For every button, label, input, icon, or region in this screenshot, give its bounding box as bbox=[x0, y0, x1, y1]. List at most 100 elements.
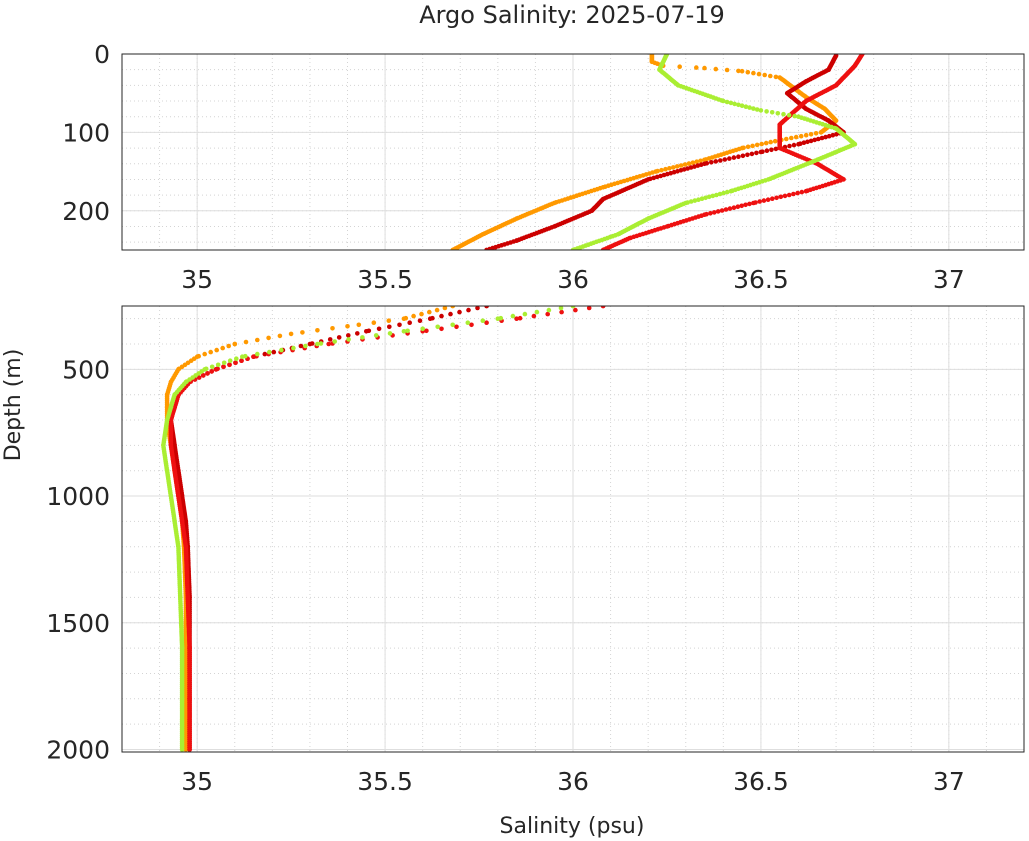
profile-orange-point bbox=[686, 161, 692, 166]
profile-lime-point bbox=[728, 188, 734, 194]
profile-red-point bbox=[803, 188, 809, 194]
profile-darkred-point bbox=[823, 134, 828, 140]
profile-red-point bbox=[723, 207, 729, 212]
profile-lime-point bbox=[692, 198, 698, 203]
profile-darkred-point bbox=[773, 146, 779, 152]
profile-orange-point bbox=[750, 143, 755, 149]
profile-orange-point bbox=[663, 166, 668, 172]
profile-orange-point bbox=[682, 162, 688, 167]
profile-darkred-point bbox=[754, 150, 759, 156]
profile-red-point bbox=[227, 362, 232, 368]
profile-orange-point bbox=[784, 136, 789, 142]
data-layer bbox=[450, 54, 865, 250]
profile-red-point bbox=[484, 320, 489, 326]
profile-darkred-point bbox=[830, 132, 836, 138]
profile-orange-point bbox=[713, 66, 719, 72]
profile-lime-point bbox=[405, 328, 410, 334]
profile-orange-point bbox=[220, 345, 225, 351]
profile-darkred-point bbox=[816, 136, 821, 142]
profile-lime-point bbox=[786, 112, 792, 118]
profile-red-point bbox=[731, 205, 737, 210]
profile-orange-point bbox=[386, 318, 392, 324]
profile-orange-point bbox=[724, 67, 730, 73]
profile-orange-point bbox=[677, 64, 682, 69]
profile-orange-point bbox=[671, 165, 676, 170]
profile-darkred-point bbox=[718, 158, 723, 163]
profile-darkred-point bbox=[397, 322, 402, 328]
profile-red-point bbox=[715, 209, 721, 214]
profile-red-point bbox=[454, 324, 459, 330]
profile-darkred-point bbox=[448, 311, 453, 317]
profile-lime-point bbox=[240, 354, 245, 360]
profile-red-point bbox=[765, 197, 771, 202]
profile-orange-point bbox=[371, 320, 377, 326]
profile-red-point bbox=[239, 358, 244, 364]
profile-lime-point bbox=[534, 309, 540, 315]
profile-red-point bbox=[719, 208, 725, 213]
profile-darkred-point bbox=[791, 142, 797, 148]
profile-lime-point bbox=[724, 99, 730, 105]
x-tick-label: 36.5 bbox=[733, 767, 789, 796]
profile-darkred-point bbox=[387, 324, 392, 330]
profile-darkred-point bbox=[457, 309, 462, 315]
x-tick-label: 36 bbox=[557, 767, 589, 796]
axes-frame bbox=[121, 53, 1025, 251]
profile-lime-point bbox=[315, 341, 320, 347]
profile-orange-point bbox=[768, 73, 773, 79]
profile-orange-point bbox=[818, 130, 824, 135]
profile-orange-point bbox=[356, 322, 362, 328]
profile-darkred-point bbox=[722, 157, 728, 162]
profile-orange-point bbox=[745, 69, 751, 75]
profile-orange-point bbox=[427, 309, 432, 315]
profile-red-point bbox=[221, 364, 226, 370]
profile-darkred-point bbox=[307, 341, 313, 347]
profile-orange-point bbox=[208, 349, 213, 355]
profile-orange-point bbox=[277, 333, 283, 339]
profile-lime-point bbox=[751, 106, 756, 111]
profile-orange-point bbox=[739, 68, 745, 74]
profile-lime-point bbox=[480, 318, 486, 324]
profile-orange-point bbox=[401, 316, 407, 322]
profile-darkred-point bbox=[466, 307, 471, 313]
profile-orange-point bbox=[813, 131, 819, 136]
profile-red-point bbox=[791, 191, 796, 197]
profile-red-point bbox=[708, 211, 713, 216]
profile-darkred-point bbox=[787, 143, 792, 149]
axes-frame bbox=[121, 305, 1025, 753]
profile-red-point bbox=[187, 747, 192, 752]
profile-orange-point bbox=[690, 160, 696, 165]
profile-darkred-point bbox=[796, 141, 801, 147]
profile-orange-point bbox=[450, 306, 455, 309]
profile-lime-point bbox=[703, 195, 708, 201]
profile-lime-point bbox=[420, 326, 426, 332]
profile-darkred-point bbox=[812, 137, 817, 143]
profile-darkred-point bbox=[484, 306, 489, 309]
y-tick-label: 1000 bbox=[46, 482, 110, 511]
y-axis-label: Depth (m) bbox=[1, 349, 26, 462]
profile-orange-point bbox=[694, 65, 699, 70]
profile-darkred-point bbox=[364, 329, 369, 334]
profile-orange-point bbox=[226, 343, 231, 349]
x-tick-label: 35.5 bbox=[357, 265, 413, 294]
profile-red-point bbox=[782, 193, 788, 199]
profile-lime-point bbox=[764, 109, 769, 114]
profile-lime-point bbox=[360, 335, 365, 340]
profile-lime-point bbox=[696, 197, 701, 202]
profile-darkred-point bbox=[298, 343, 304, 349]
profile-darkred-point bbox=[376, 326, 382, 332]
profile-lime-point bbox=[303, 343, 308, 349]
profile-orange-point bbox=[808, 132, 814, 137]
profile-lime-point bbox=[747, 105, 752, 110]
profile-lime-point bbox=[387, 331, 393, 336]
profile-red-point bbox=[799, 189, 805, 195]
profile-orange-point bbox=[315, 328, 320, 333]
x-tick-label: 37 bbox=[933, 767, 965, 796]
profile-lime-point bbox=[495, 316, 501, 322]
profile-lime-point bbox=[450, 322, 456, 328]
profile-red-point bbox=[514, 316, 519, 322]
profile-lime-point bbox=[227, 358, 233, 364]
profile-lime-point bbox=[721, 190, 726, 196]
profile-lime-point bbox=[769, 110, 775, 115]
profile-lime-point bbox=[792, 113, 797, 119]
profile-darkred-point bbox=[740, 153, 746, 159]
